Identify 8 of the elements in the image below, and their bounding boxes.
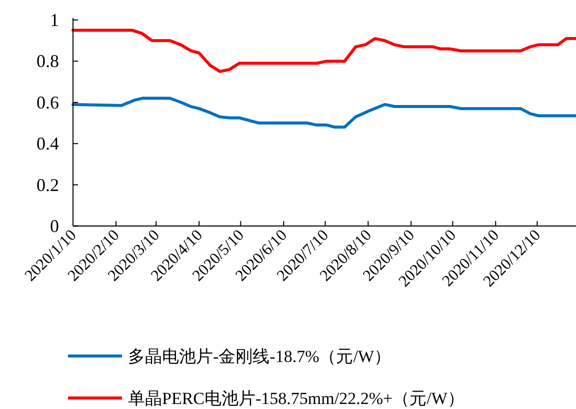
legend-label: 单晶PERC电池片-158.75mm/22.2%+（元/W） [128,389,464,408]
y-tick-label: 0.8 [36,51,59,72]
y-tick-label: 0.4 [36,134,59,154]
legend-label: 多晶电池片-金刚线-18.7%（元/W） [128,347,392,366]
y-tick-label: 0.6 [36,92,59,112]
y-tick-label: 0.2 [36,174,59,195]
y-tick-label: 1 [50,10,59,30]
y-tick-label: 0 [50,216,59,236]
